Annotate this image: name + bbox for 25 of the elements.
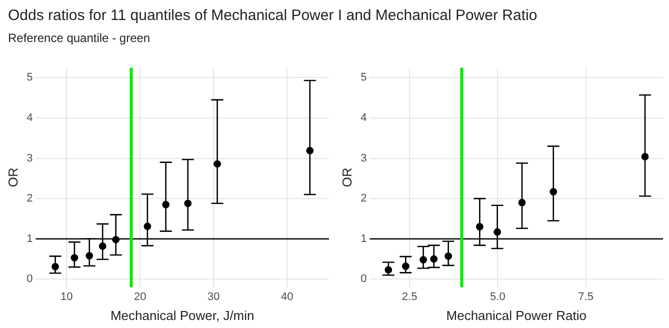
chart-title: Odds ratios for 11 quantiles of Mechanical Power I and Mechanical Power Ratio bbox=[8, 6, 538, 25]
x-tick-label: 5.0 bbox=[490, 290, 506, 303]
y-tick-label: 2 bbox=[360, 192, 367, 205]
y-tick-label: 5 bbox=[360, 72, 367, 84]
y-tick-label: 3 bbox=[26, 152, 33, 164]
y-tick-label: 4 bbox=[360, 112, 367, 124]
y-tick-label: 3 bbox=[360, 152, 367, 164]
y-tick-label: 2 bbox=[26, 192, 33, 205]
x-tick-label: 20 bbox=[134, 290, 146, 303]
y-tick-label: 0 bbox=[360, 273, 367, 286]
y-axis-title: OR bbox=[339, 168, 354, 188]
x-tick-label: 30 bbox=[207, 290, 220, 303]
x-tick-label: 40 bbox=[280, 290, 294, 303]
x-axis-title: Mechanical Power Ratio bbox=[446, 308, 586, 323]
y-tick-label: 1 bbox=[26, 232, 33, 245]
x-tick-label: 10 bbox=[60, 290, 73, 303]
x-tick-label: 2.5 bbox=[402, 290, 418, 303]
y-tick-label: 0 bbox=[26, 273, 33, 286]
y-tick-label: 5 bbox=[26, 72, 33, 84]
x-axis-title: Mechanical Power, J/min bbox=[110, 308, 254, 323]
chart-subtitle: Reference quantile - green bbox=[8, 30, 152, 47]
y-tick-label: 4 bbox=[26, 112, 33, 124]
x-tick-label: 7.5 bbox=[578, 290, 594, 303]
y-axis-title: OR bbox=[5, 168, 20, 188]
y-tick-label: 1 bbox=[360, 232, 367, 245]
